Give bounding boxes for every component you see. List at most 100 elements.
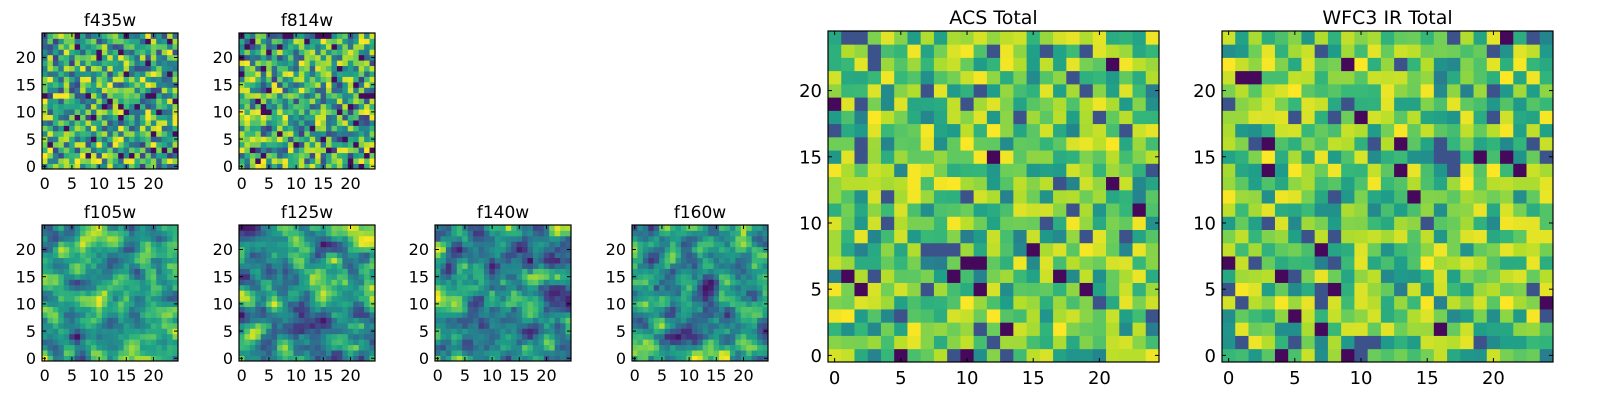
heatmap-cell	[1394, 150, 1408, 164]
heatmap-cell	[309, 71, 316, 77]
heatmap-cell	[336, 333, 343, 340]
heatmap-cell	[686, 290, 693, 297]
heatmap-cell	[63, 147, 70, 154]
heatmap-cell	[315, 130, 321, 137]
heatmap-cell	[47, 125, 54, 132]
heatmap-cell	[986, 295, 1001, 310]
heatmap-cell	[260, 284, 267, 291]
heatmap-cell	[473, 284, 479, 291]
heatmap-cell	[293, 279, 300, 286]
heatmap-cell	[145, 317, 152, 324]
heatmap-cell	[522, 333, 528, 340]
heatmap-cell	[298, 38, 305, 45]
panel-title: f125w	[281, 203, 333, 223]
heatmap-cell	[255, 109, 262, 115]
heatmap-cell	[331, 141, 338, 148]
heatmap-cell	[828, 150, 842, 164]
heatmap-cell	[1106, 57, 1120, 72]
heatmap-cell	[293, 257, 300, 264]
heatmap-cell	[90, 312, 97, 318]
heatmap-cell	[80, 130, 86, 137]
heatmap-cell	[532, 328, 539, 335]
heatmap-cell	[1145, 189, 1160, 204]
heatmap-cell	[702, 306, 709, 313]
heatmap-cell	[326, 65, 332, 72]
heatmap-cell	[1327, 163, 1342, 178]
heatmap-cell	[331, 103, 338, 110]
heatmap-cell	[1106, 269, 1120, 283]
heatmap-cell	[729, 241, 736, 248]
heatmap-cell	[516, 279, 523, 286]
heatmap-cell	[139, 322, 146, 329]
heatmap-cell	[527, 241, 534, 248]
heatmap-cell	[139, 92, 146, 99]
heatmap-cell	[80, 350, 86, 356]
heatmap-cell	[1380, 269, 1395, 283]
heatmap-cell	[249, 54, 256, 61]
heatmap-cell	[632, 290, 638, 297]
heatmap-cell	[287, 152, 294, 159]
heatmap-cell	[304, 290, 311, 297]
heatmap-cell	[560, 295, 566, 302]
heatmap-cell	[107, 306, 114, 313]
heatmap-cell	[139, 317, 146, 324]
heatmap-cell	[1013, 110, 1027, 125]
heatmap-cell	[139, 333, 146, 340]
heatmap-cell	[90, 81, 97, 88]
heatmap-cell	[74, 241, 81, 248]
heatmap-cell	[664, 328, 671, 335]
heatmap-cell	[167, 114, 173, 121]
heatmap-cell	[500, 306, 507, 313]
heatmap-cell	[364, 328, 370, 335]
heatmap-cell	[894, 335, 908, 350]
heatmap-cell	[63, 92, 70, 99]
heatmap-cell	[841, 44, 855, 58]
heatmap-cell	[96, 49, 103, 56]
heatmap-cell	[841, 216, 855, 230]
heatmap-cell	[58, 49, 65, 56]
heatmap-cell	[353, 60, 360, 67]
heatmap-cell	[522, 306, 528, 313]
heatmap-cell	[686, 317, 693, 324]
heatmap-cell	[686, 301, 693, 307]
heatmap-cell	[762, 230, 769, 237]
heatmap-cell	[740, 301, 747, 307]
heatmap-cell	[462, 344, 469, 351]
heatmap-cell	[129, 163, 135, 170]
heatmap-cell	[757, 279, 763, 286]
heatmap-cell	[675, 355, 682, 362]
heatmap-cell	[266, 54, 273, 61]
heatmap-cell	[58, 103, 65, 110]
heatmap-cell	[145, 295, 152, 302]
heatmap-cell	[309, 163, 316, 170]
heatmap-cell	[287, 230, 294, 237]
heatmap-cell	[746, 225, 753, 231]
heatmap-cell	[139, 328, 146, 335]
heatmap-cell	[161, 114, 168, 121]
heatmap-cell	[123, 339, 130, 346]
heatmap-cell	[697, 306, 704, 313]
heatmap-cell	[1092, 31, 1107, 45]
heatmap-cell	[63, 268, 70, 275]
heatmap-cell	[255, 312, 262, 318]
heatmap-cell	[255, 295, 262, 302]
heatmap-cell	[80, 306, 86, 313]
heatmap-cell	[277, 252, 283, 259]
heatmap-cell	[746, 350, 753, 356]
heatmap-cell	[336, 290, 343, 297]
heatmap-cell	[1145, 44, 1160, 58]
heatmap-cell	[315, 120, 321, 126]
heatmap-cell	[74, 49, 81, 56]
heatmap-cell	[167, 290, 173, 297]
heatmap-cell	[670, 317, 676, 324]
heatmap-cell	[315, 141, 321, 148]
heatmap-cell	[277, 109, 283, 115]
heatmap-cell	[1407, 163, 1421, 178]
heatmap-cell	[156, 158, 163, 164]
heatmap-cell	[271, 333, 278, 340]
heatmap-cell	[277, 306, 283, 313]
heatmap-cell	[1513, 348, 1527, 363]
heatmap-cell	[451, 246, 458, 253]
heatmap-cell	[762, 241, 769, 248]
